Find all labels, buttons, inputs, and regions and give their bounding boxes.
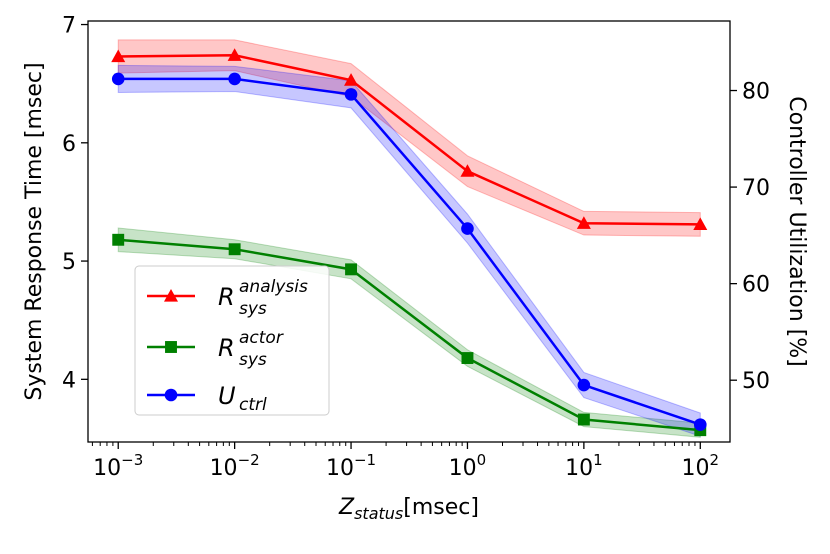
x-tick-label: 10−2	[210, 451, 260, 481]
data-point-square	[112, 233, 125, 246]
data-point-square	[228, 243, 241, 256]
x-axis-ticks: 10−3 10−2 10−1 100 101 102	[91, 442, 720, 481]
x-tick-label: 10−1	[326, 451, 376, 481]
y-right-tick-label: 60	[742, 273, 770, 298]
legend-label-main: R	[218, 283, 235, 311]
band-triangle	[117, 39, 701, 237]
legend-marker-triangle	[164, 289, 178, 302]
data-point-circle	[228, 72, 241, 86]
x-tick-base: 10	[565, 456, 593, 481]
x-axis-label-main: Z	[338, 495, 355, 520]
x-axis-label-sub: status	[354, 504, 403, 523]
x-tick-base: 10	[326, 456, 354, 481]
series-line-circle	[118, 77, 701, 426]
data-point-circle	[577, 378, 591, 392]
plot-frame	[87, 20, 731, 443]
y-left-tick-label: 6	[62, 132, 76, 157]
x-tick-base: 10	[449, 456, 477, 481]
x-tick-exponent: −2	[238, 451, 260, 469]
legend-label-sup: analysis	[239, 277, 308, 297]
data-point-triangle	[111, 49, 126, 63]
series-lines	[118, 54, 701, 432]
data-point-square	[461, 352, 474, 364]
x-tick-base: 10	[210, 456, 238, 481]
y-right-tick-label: 80	[742, 80, 770, 105]
legend-label: R	[218, 283, 235, 311]
x-tick-label: 102	[682, 451, 720, 481]
y-left-axis-ticks: 4 5 6 7	[62, 14, 88, 393]
y-left-tick-label: 5	[62, 250, 76, 275]
legend-label-main: U	[218, 382, 236, 410]
y-left-tick-label: 7	[62, 14, 76, 39]
data-point-triangle	[344, 73, 359, 86]
data-point-square	[577, 413, 590, 426]
x-axis-label: Zstatus[msec]	[338, 495, 479, 523]
x-tick-exponent: 1	[593, 451, 603, 469]
data-point-triangle	[227, 48, 242, 61]
legend-marker-square	[165, 341, 177, 353]
band-square	[117, 227, 701, 438]
x-tick-base: 10	[93, 456, 121, 481]
data-point-triangle	[460, 164, 475, 177]
legend-label-main: R	[218, 334, 235, 362]
x-tick-exponent: −1	[354, 451, 376, 469]
legend-label: R	[218, 334, 235, 362]
y-right-axis-label: Controller Utilization [%]	[784, 96, 809, 367]
x-tick-label: 101	[565, 451, 603, 481]
legend-box	[134, 265, 330, 416]
y-left-tick-label: 4	[62, 368, 76, 393]
legend-label-sub: sys	[239, 350, 267, 370]
x-tick-exponent: 0	[477, 451, 487, 469]
y-right-tick-label: 70	[742, 176, 770, 201]
data-point-square	[345, 263, 357, 276]
x-tick-label: 10−3	[93, 451, 143, 481]
series-markers	[111, 48, 708, 437]
legend-label-sub: sys	[239, 299, 267, 319]
data-point-circle	[344, 88, 358, 101]
legend-label-sup: actor	[239, 328, 284, 348]
series-line-square	[118, 238, 701, 432]
y-right-axis-ticks: 50 60 70 80	[730, 80, 770, 394]
data-point-circle	[111, 72, 125, 86]
data-point-triangle	[693, 217, 708, 231]
legend-label-sub: ctrl	[239, 395, 267, 415]
x-axis-label-rest: [msec]	[403, 495, 479, 520]
legend-marker-circle	[164, 388, 178, 402]
x-tick-label: 100	[449, 451, 487, 481]
data-point-triangle	[576, 216, 591, 229]
x-tick-base: 10	[682, 456, 710, 481]
x-tick-exponent: 2	[710, 451, 720, 469]
y-left-axis-label: System Response Time [msec]	[22, 62, 47, 400]
data-point-circle	[693, 418, 707, 431]
series-line-triangle	[118, 54, 701, 226]
x-tick-exponent: −3	[121, 451, 143, 469]
legend-label: U	[218, 382, 236, 410]
data-point-circle	[461, 222, 474, 235]
y-right-tick-label: 50	[742, 369, 770, 394]
